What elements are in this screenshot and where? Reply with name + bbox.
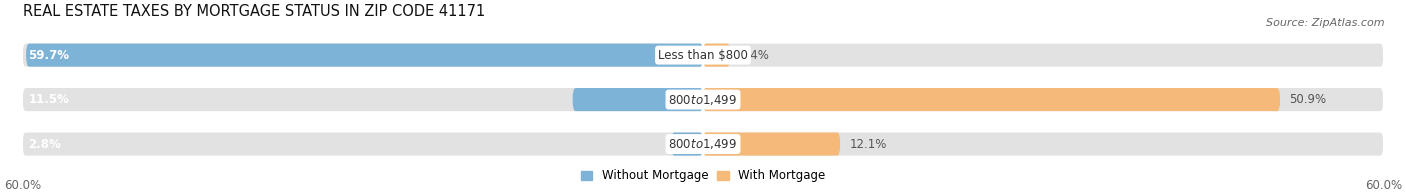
FancyBboxPatch shape — [22, 88, 703, 111]
FancyBboxPatch shape — [22, 132, 703, 156]
Legend: Without Mortgage, With Mortgage: Without Mortgage, With Mortgage — [581, 169, 825, 182]
FancyBboxPatch shape — [703, 88, 1384, 111]
Text: 11.5%: 11.5% — [28, 93, 69, 106]
Text: REAL ESTATE TAXES BY MORTGAGE STATUS IN ZIP CODE 41171: REAL ESTATE TAXES BY MORTGAGE STATUS IN … — [22, 4, 485, 19]
Text: 12.1%: 12.1% — [849, 138, 887, 151]
Text: 50.9%: 50.9% — [1289, 93, 1326, 106]
FancyBboxPatch shape — [22, 44, 703, 67]
FancyBboxPatch shape — [703, 44, 1384, 67]
FancyBboxPatch shape — [703, 44, 730, 67]
Text: 59.7%: 59.7% — [28, 49, 69, 62]
FancyBboxPatch shape — [703, 132, 1384, 156]
Text: $800 to $1,499: $800 to $1,499 — [668, 93, 738, 107]
Text: Source: ZipAtlas.com: Source: ZipAtlas.com — [1267, 18, 1385, 28]
FancyBboxPatch shape — [703, 132, 841, 156]
FancyBboxPatch shape — [703, 88, 1279, 111]
FancyBboxPatch shape — [572, 88, 703, 111]
Text: $800 to $1,499: $800 to $1,499 — [668, 137, 738, 151]
FancyBboxPatch shape — [671, 132, 703, 156]
FancyBboxPatch shape — [27, 44, 703, 67]
Text: 2.4%: 2.4% — [740, 49, 769, 62]
Text: 2.8%: 2.8% — [28, 138, 60, 151]
Text: Less than $800: Less than $800 — [658, 49, 748, 62]
